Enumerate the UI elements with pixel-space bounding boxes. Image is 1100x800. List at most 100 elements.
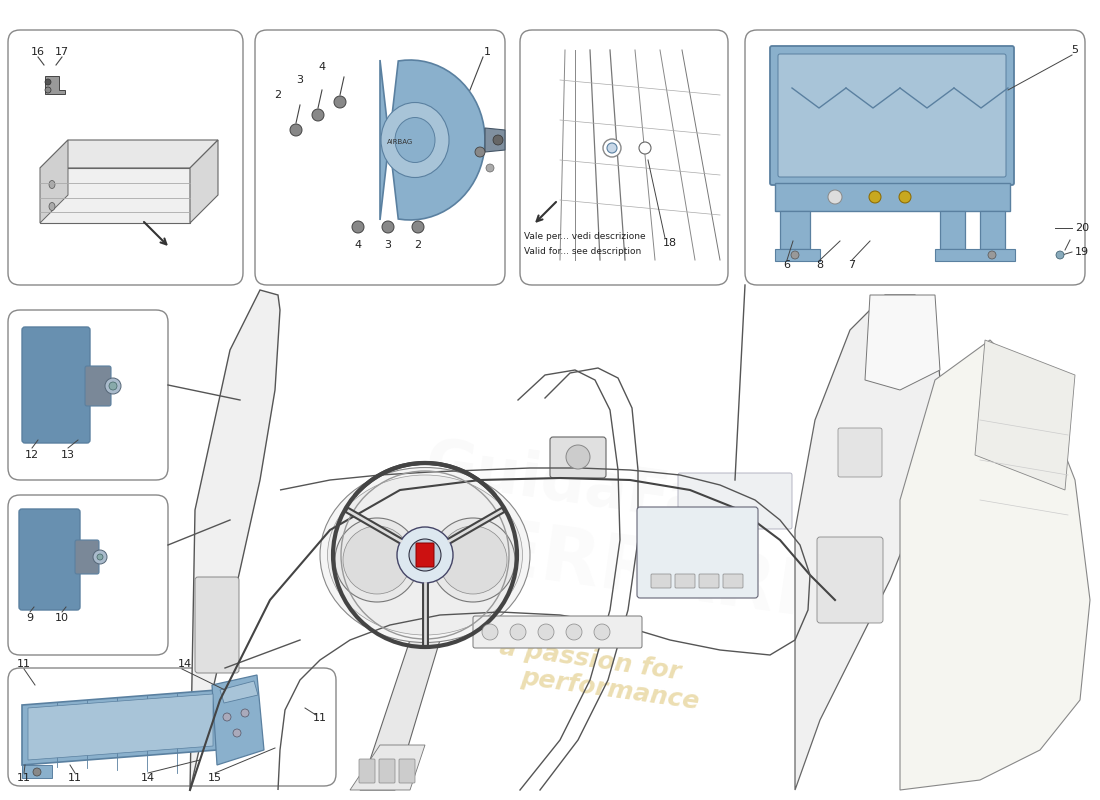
FancyBboxPatch shape	[75, 540, 99, 574]
Text: AIRBAG: AIRBAG	[387, 139, 414, 145]
Circle shape	[594, 624, 610, 640]
Text: performance: performance	[519, 666, 701, 714]
FancyBboxPatch shape	[817, 537, 883, 623]
Text: 9: 9	[26, 613, 34, 623]
Text: 13: 13	[60, 450, 75, 460]
Circle shape	[869, 191, 881, 203]
Text: a passion for: a passion for	[498, 635, 682, 685]
Text: 8: 8	[816, 260, 824, 270]
Polygon shape	[780, 211, 810, 249]
FancyBboxPatch shape	[22, 327, 90, 443]
FancyBboxPatch shape	[473, 616, 642, 648]
Circle shape	[233, 729, 241, 737]
Circle shape	[352, 221, 364, 233]
Circle shape	[412, 221, 424, 233]
FancyBboxPatch shape	[698, 574, 719, 588]
FancyBboxPatch shape	[416, 543, 434, 567]
Text: 18: 18	[663, 238, 678, 248]
Text: Vale per... vedi descrizione: Vale per... vedi descrizione	[524, 232, 646, 241]
Bar	[175, 290, 1094, 795]
Polygon shape	[940, 211, 965, 249]
Polygon shape	[980, 211, 1005, 249]
Polygon shape	[212, 675, 264, 765]
Ellipse shape	[320, 467, 530, 642]
FancyBboxPatch shape	[770, 46, 1014, 185]
FancyBboxPatch shape	[776, 183, 1010, 211]
FancyBboxPatch shape	[778, 54, 1006, 177]
FancyBboxPatch shape	[8, 30, 243, 285]
Text: 11: 11	[68, 773, 82, 783]
Polygon shape	[485, 128, 505, 152]
Polygon shape	[935, 249, 1015, 261]
Circle shape	[343, 526, 411, 594]
Circle shape	[334, 96, 346, 108]
Ellipse shape	[50, 181, 55, 189]
Text: 2: 2	[415, 240, 421, 250]
Polygon shape	[220, 681, 258, 703]
FancyBboxPatch shape	[379, 759, 395, 783]
Circle shape	[33, 768, 41, 776]
Text: 19: 19	[1075, 247, 1089, 257]
Circle shape	[538, 624, 554, 640]
Text: 14: 14	[141, 773, 155, 783]
Circle shape	[1056, 251, 1064, 259]
Ellipse shape	[395, 118, 434, 162]
Ellipse shape	[381, 102, 449, 178]
Circle shape	[45, 79, 51, 85]
Circle shape	[431, 518, 515, 602]
Ellipse shape	[328, 475, 522, 635]
Circle shape	[510, 624, 526, 640]
FancyBboxPatch shape	[678, 473, 792, 529]
Circle shape	[94, 550, 107, 564]
Text: FERRARI: FERRARI	[432, 508, 807, 632]
Text: 6: 6	[783, 260, 791, 270]
Text: 20: 20	[1075, 223, 1089, 233]
Circle shape	[97, 554, 103, 560]
FancyBboxPatch shape	[359, 759, 375, 783]
Text: 3: 3	[297, 75, 304, 85]
Polygon shape	[350, 745, 425, 790]
Circle shape	[899, 191, 911, 203]
Circle shape	[607, 143, 617, 153]
Circle shape	[241, 709, 249, 717]
Polygon shape	[40, 140, 68, 223]
Text: 1: 1	[484, 47, 491, 57]
Polygon shape	[865, 295, 940, 390]
Text: Valid for... see description: Valid for... see description	[524, 247, 641, 256]
FancyBboxPatch shape	[8, 668, 336, 786]
Polygon shape	[360, 640, 440, 790]
Polygon shape	[379, 60, 485, 220]
Circle shape	[828, 190, 842, 204]
FancyBboxPatch shape	[550, 437, 606, 478]
Circle shape	[603, 139, 622, 157]
Circle shape	[482, 624, 498, 640]
Polygon shape	[28, 694, 213, 760]
FancyBboxPatch shape	[637, 507, 758, 598]
Circle shape	[486, 164, 494, 172]
Polygon shape	[190, 290, 280, 790]
FancyBboxPatch shape	[399, 759, 415, 783]
FancyBboxPatch shape	[651, 574, 671, 588]
Text: 4: 4	[354, 240, 362, 250]
Circle shape	[109, 382, 117, 390]
Text: 7: 7	[848, 260, 856, 270]
Circle shape	[223, 713, 231, 721]
Circle shape	[312, 109, 324, 121]
Circle shape	[382, 221, 394, 233]
Circle shape	[409, 539, 441, 571]
Polygon shape	[40, 140, 218, 168]
Polygon shape	[795, 295, 940, 790]
FancyBboxPatch shape	[19, 509, 80, 610]
Polygon shape	[776, 249, 820, 261]
Circle shape	[336, 518, 419, 602]
Text: 11: 11	[16, 659, 31, 669]
Text: 11: 11	[314, 713, 327, 723]
Circle shape	[439, 526, 507, 594]
Text: 5: 5	[1071, 45, 1078, 55]
Text: GuidaFast: GuidaFast	[421, 436, 779, 544]
FancyBboxPatch shape	[195, 577, 239, 673]
Polygon shape	[900, 340, 1090, 790]
Text: 16: 16	[31, 47, 45, 57]
Text: 14: 14	[178, 659, 192, 669]
Text: 3: 3	[385, 240, 392, 250]
